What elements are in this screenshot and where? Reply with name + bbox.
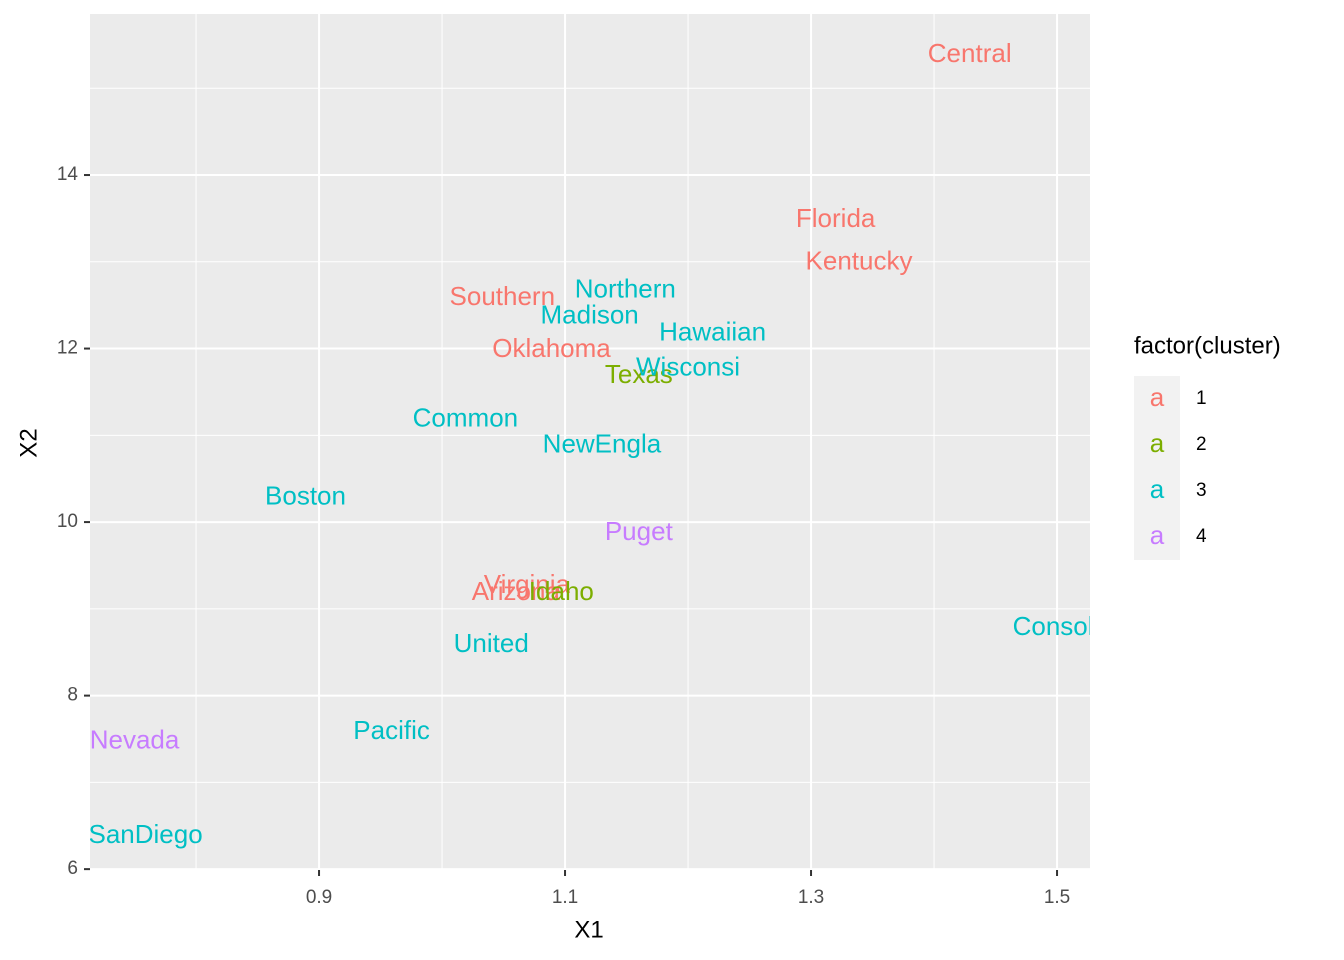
y-tick-label: 12	[57, 338, 78, 359]
x-tick-label: 1.3	[798, 887, 824, 908]
point-label: Southern	[450, 281, 556, 311]
point-label: Consolid	[1013, 611, 1114, 641]
legend-key: a	[1150, 382, 1165, 412]
legend-key: a	[1150, 520, 1165, 550]
point-label: Northern	[575, 273, 676, 303]
legend-key-bg	[1134, 376, 1180, 422]
y-tick-label: 6	[67, 858, 78, 879]
legend-label: 4	[1196, 526, 1207, 547]
x-axis-title: X1	[574, 916, 603, 943]
point-label: Virginia	[484, 569, 571, 599]
legend-key: a	[1150, 474, 1165, 504]
legend-key: a	[1150, 428, 1165, 458]
legend-key-bg	[1134, 422, 1180, 468]
point-label: Nevada	[90, 724, 180, 754]
point-label: Oklahoma	[492, 333, 611, 363]
point-label: Madison	[540, 299, 638, 329]
point-label: NewEngla	[543, 429, 662, 459]
point-label: Kentucky	[806, 246, 913, 276]
y-tick-label: 8	[67, 685, 78, 706]
point-label: Florida	[796, 203, 876, 233]
y-axis-title: X2	[15, 428, 42, 457]
legend-title: factor(cluster)	[1134, 332, 1281, 359]
y-tick-label: 14	[57, 164, 79, 185]
point-label: Hawaiian	[659, 317, 766, 347]
y-tick-label: 10	[57, 511, 78, 532]
point-label: Puget	[605, 516, 674, 546]
point-label: Texas	[605, 359, 673, 389]
point-label: SanDiego	[88, 819, 202, 849]
point-label: Common	[413, 403, 518, 433]
x-tick-label: 1.1	[552, 887, 578, 908]
legend-label: 3	[1196, 480, 1207, 501]
point-label: Boston	[265, 481, 346, 511]
point-label: Arizona	[472, 576, 561, 606]
legend-key-bg	[1134, 514, 1180, 560]
legend-key-bg	[1134, 468, 1180, 514]
point-label: Idaho	[529, 576, 594, 606]
legend-label: 2	[1196, 434, 1207, 455]
point-label: Central	[928, 38, 1012, 68]
x-tick-label: 0.9	[306, 887, 332, 908]
x-tick-label: 1.5	[1044, 887, 1070, 908]
point-label: Wisconsi	[636, 351, 740, 381]
panel	[90, 14, 1090, 870]
point-label: Pacific	[353, 715, 430, 745]
point-label: United	[454, 628, 529, 658]
legend-label: 1	[1196, 388, 1207, 409]
